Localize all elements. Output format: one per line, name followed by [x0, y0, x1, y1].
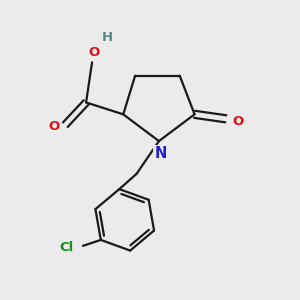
Text: O: O — [88, 46, 99, 59]
Text: O: O — [49, 120, 60, 133]
Text: H: H — [101, 32, 112, 44]
Text: O: O — [232, 115, 244, 128]
Text: Cl: Cl — [60, 241, 74, 254]
Text: N: N — [154, 146, 167, 160]
